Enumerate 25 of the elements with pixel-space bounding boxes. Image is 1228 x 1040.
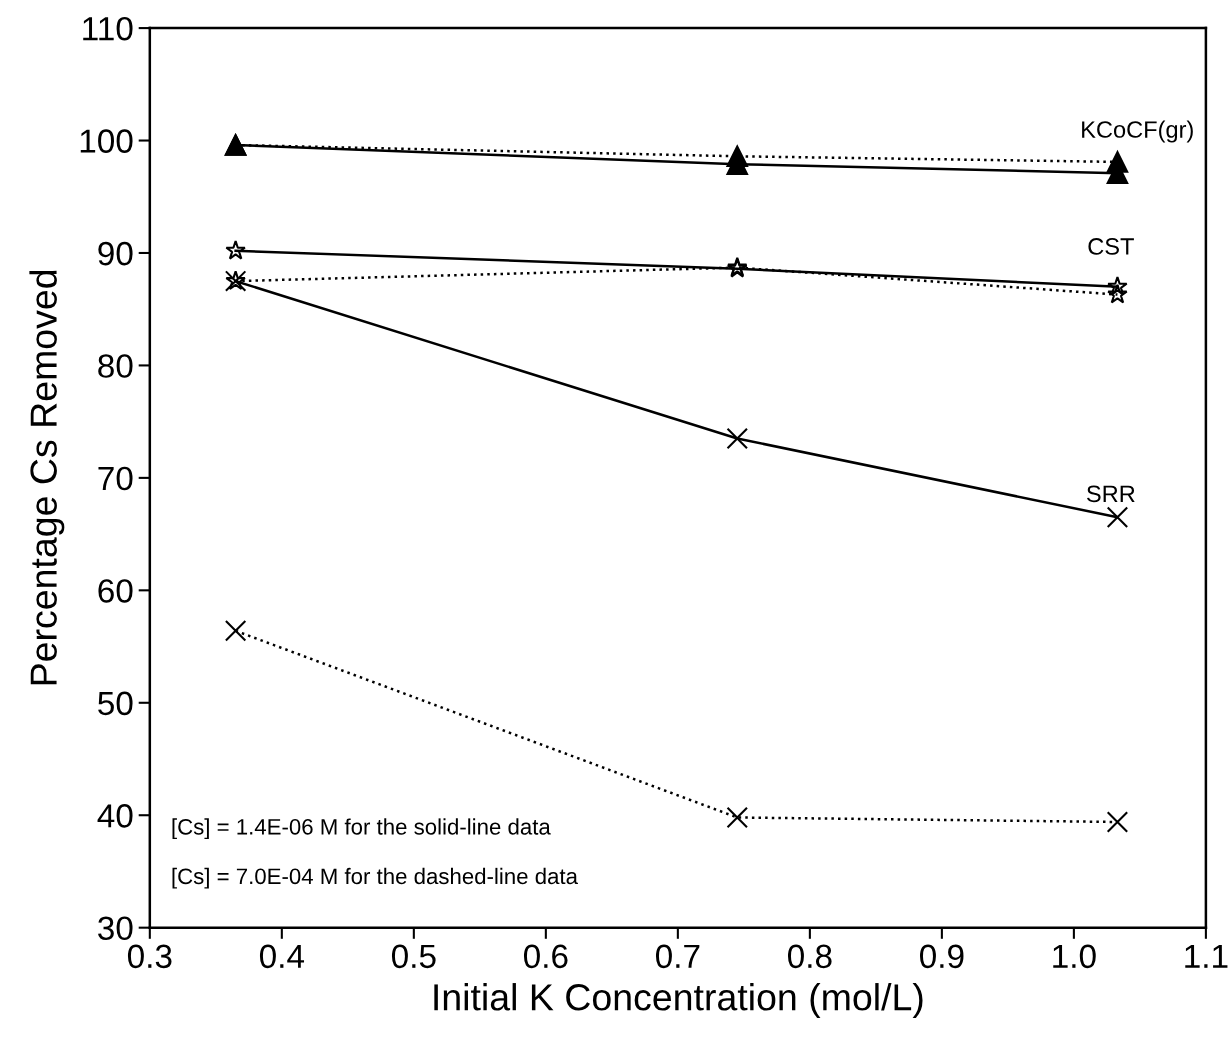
y-tick-label: 100: [80, 129, 133, 153]
y-tick-label: 70: [98, 466, 133, 491]
x-tick-label: 0.8: [788, 944, 832, 969]
x-tick-label: 0.3: [127, 944, 172, 969]
x-tick-label: 0.4: [259, 944, 305, 969]
x-tick-label: 1.1: [1185, 944, 1228, 968]
y-tick-label: 40: [97, 804, 133, 828]
x-axis-title: Initial K Concentration (mol/L): [434, 983, 923, 1018]
annotation: [Cs] = 7.0E-04 M for the dashed-line data: [172, 867, 578, 889]
y-tick-label: 80: [98, 354, 133, 378]
x-tick-label: 0.5: [391, 944, 436, 969]
annotation: [Cs] = 1.4E-06 M for the solid-line data: [172, 818, 551, 840]
x-tick-label: 0.6: [523, 944, 568, 969]
y-axis-title: Percentage Cs Removed: [29, 270, 65, 685]
x-tick-label: 0.9: [920, 944, 964, 969]
x-tick-label: 0.7: [655, 944, 700, 969]
y-tick-label: 30: [98, 916, 133, 941]
y-tick-label: 60: [98, 579, 133, 603]
annotation: CST: [1088, 238, 1134, 255]
y-tick-label: 50: [98, 691, 133, 716]
annotation: SRR: [1087, 485, 1135, 503]
annotation: KCoCF(gr): [1082, 120, 1193, 143]
y-tick-label: 110: [83, 16, 133, 41]
x-tick-label: 1.0: [1053, 944, 1096, 969]
y-tick-label: 90: [98, 241, 133, 266]
